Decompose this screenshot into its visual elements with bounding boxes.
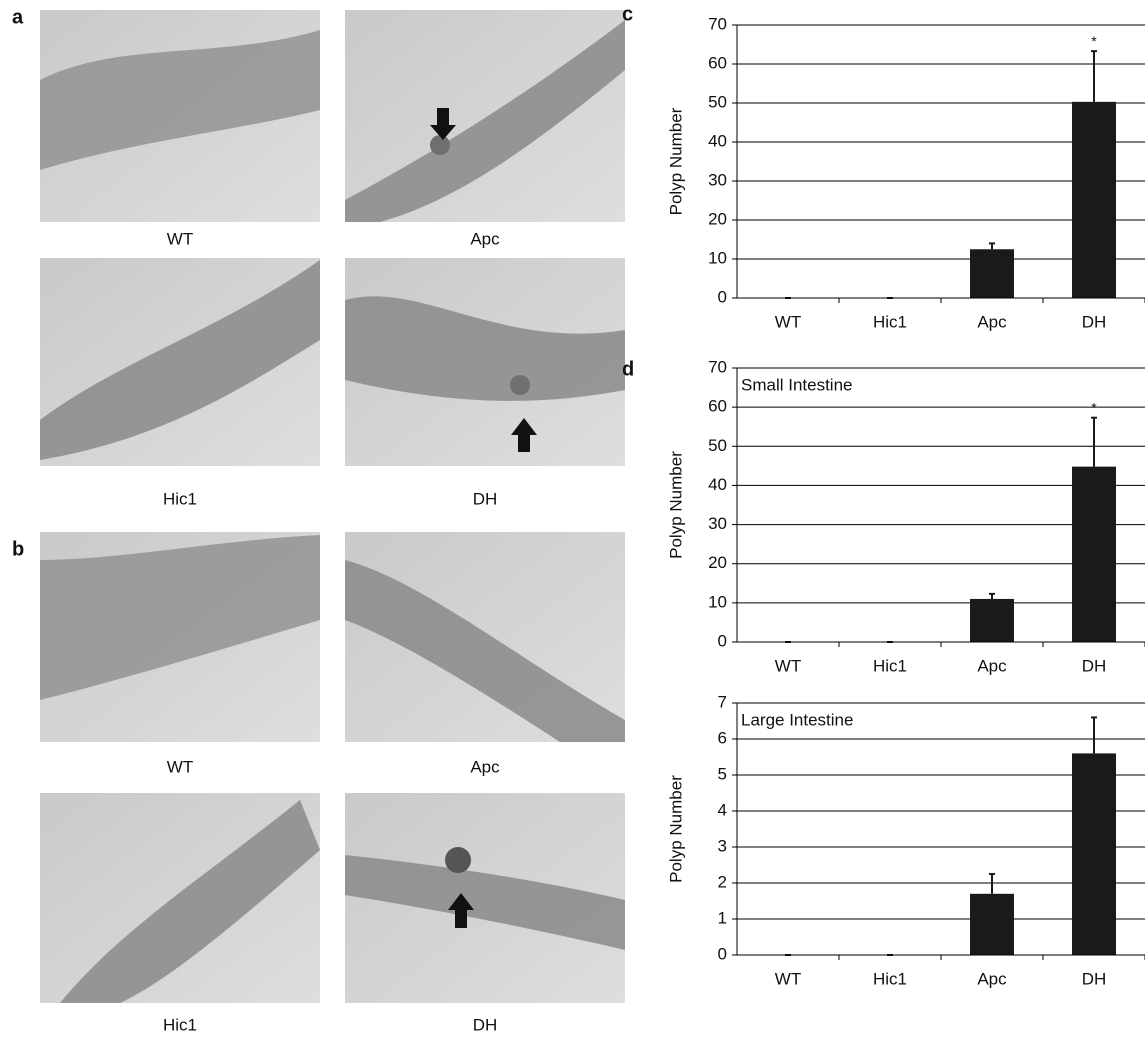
panel-label: b bbox=[12, 538, 24, 560]
y-axis-label: Polyp Number bbox=[666, 775, 685, 883]
caption: WT bbox=[167, 229, 193, 248]
y-tick-label: 50 bbox=[708, 436, 727, 455]
tissue bbox=[345, 296, 625, 401]
x-tick-label: WT bbox=[775, 656, 801, 675]
x-tick-label: Apc bbox=[977, 656, 1007, 675]
x-tick-label: WT bbox=[775, 969, 801, 988]
y-tick-label: 60 bbox=[708, 397, 727, 416]
x-tick-label: DH bbox=[1082, 656, 1107, 675]
y-tick-label: 0 bbox=[718, 944, 727, 963]
chart-title: Large Intestine bbox=[741, 710, 853, 729]
x-tick-label: DH bbox=[1082, 312, 1107, 331]
y-tick-label: 0 bbox=[718, 631, 727, 650]
annotation: * bbox=[1091, 399, 1097, 415]
y-tick-label: 40 bbox=[708, 131, 727, 150]
x-tick-label: Hic1 bbox=[873, 656, 907, 675]
caption: WT bbox=[167, 757, 193, 776]
x-tick-label: Hic1 bbox=[873, 969, 907, 988]
tissue bbox=[40, 260, 320, 460]
arrow bbox=[430, 108, 456, 140]
caption: Hic1 bbox=[163, 1015, 197, 1034]
tissue bbox=[345, 560, 625, 742]
x-tick-label: Apc bbox=[977, 969, 1007, 988]
chart-title: Small Intestine bbox=[741, 375, 853, 394]
y-tick-label: 10 bbox=[708, 592, 727, 611]
caption: Hic1 bbox=[163, 489, 197, 508]
polyp bbox=[430, 135, 450, 155]
arrow bbox=[511, 418, 537, 452]
x-tick-label: WT bbox=[775, 312, 801, 331]
bar bbox=[1072, 101, 1116, 298]
y-tick-label: 20 bbox=[708, 209, 727, 228]
bar bbox=[1072, 753, 1116, 955]
tissue bbox=[40, 30, 320, 170]
tissue bbox=[40, 535, 320, 700]
x-tick-label: DH bbox=[1082, 969, 1107, 988]
panel-label: c bbox=[622, 3, 633, 25]
caption: DH bbox=[473, 1015, 498, 1034]
y-tick-label: 4 bbox=[718, 800, 727, 819]
panel-label: d bbox=[622, 358, 634, 380]
y-tick-label: 10 bbox=[708, 248, 727, 267]
tissue bbox=[345, 855, 625, 950]
y-axis-label: Polyp Number bbox=[666, 107, 685, 215]
y-tick-label: 40 bbox=[708, 475, 727, 494]
y-tick-label: 30 bbox=[708, 170, 727, 189]
x-tick-label: Apc bbox=[977, 312, 1007, 331]
y-tick-label: 20 bbox=[708, 553, 727, 572]
arrow bbox=[448, 893, 474, 928]
y-tick-label: 6 bbox=[718, 728, 727, 747]
y-tick-label: 5 bbox=[718, 764, 727, 783]
y-tick-label: 70 bbox=[708, 357, 727, 376]
y-tick-label: 70 bbox=[708, 14, 727, 33]
y-tick-label: 50 bbox=[708, 92, 727, 111]
y-tick-label: 30 bbox=[708, 514, 727, 533]
y-tick-label: 3 bbox=[718, 836, 727, 855]
polyp bbox=[445, 847, 471, 873]
annotation: * bbox=[1091, 33, 1097, 49]
polyp bbox=[510, 375, 530, 395]
panel-label: a bbox=[12, 6, 24, 28]
y-tick-label: 60 bbox=[708, 53, 727, 72]
y-tick-label: 2 bbox=[718, 872, 727, 891]
y-axis-label: Polyp Number bbox=[666, 451, 685, 559]
photos bbox=[40, 10, 625, 1003]
bar bbox=[1072, 466, 1116, 642]
x-tick-label: Hic1 bbox=[873, 312, 907, 331]
caption: DH bbox=[473, 489, 498, 508]
y-tick-label: 7 bbox=[718, 692, 727, 711]
bar bbox=[970, 893, 1014, 955]
tissue bbox=[345, 20, 625, 222]
y-tick-label: 0 bbox=[718, 287, 727, 306]
tissue bbox=[60, 800, 320, 1003]
caption: Apc bbox=[470, 229, 500, 248]
caption: Apc bbox=[470, 757, 500, 776]
bar bbox=[970, 598, 1014, 642]
y-tick-label: 1 bbox=[718, 908, 727, 927]
bar bbox=[970, 249, 1014, 298]
